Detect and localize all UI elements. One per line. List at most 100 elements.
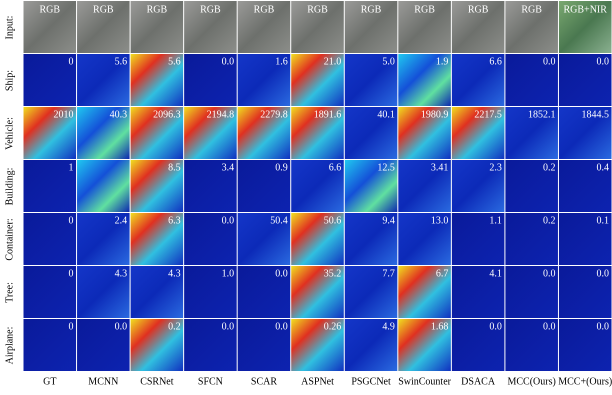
column-label: GT — [43, 376, 56, 387]
density-map — [184, 160, 237, 212]
row-label: Container: — [4, 218, 15, 260]
column-label: MCC+(Ours) — [558, 376, 612, 387]
density-map — [237, 213, 291, 265]
density-map — [398, 54, 451, 106]
input-label: RGB — [307, 4, 328, 15]
count-label: 0.9 — [275, 162, 288, 173]
density-map — [398, 266, 451, 318]
density-map — [184, 266, 237, 318]
count-label: 4.9 — [382, 321, 395, 332]
density-map — [130, 266, 184, 318]
count-label: 0 — [69, 268, 74, 279]
input-label: RGB — [147, 4, 168, 15]
count-label: 6.3 — [168, 215, 181, 226]
count-label: 40.3 — [110, 109, 128, 120]
density-map — [505, 54, 558, 106]
count-label: 1.1 — [489, 215, 502, 226]
input-image — [344, 1, 398, 53]
density-map — [451, 160, 505, 212]
count-label: 2010 — [54, 109, 74, 120]
count-label: 3.41 — [431, 162, 449, 173]
count-label: 0.0 — [597, 268, 610, 279]
density-map — [344, 213, 398, 265]
density-map — [558, 107, 612, 159]
density-map — [130, 319, 184, 371]
count-label: 0.0 — [222, 215, 235, 226]
count-label: 6.6 — [489, 56, 502, 67]
density-map — [505, 266, 558, 318]
count-label: 3.4 — [222, 162, 235, 173]
count-label: 1891.6 — [314, 109, 342, 120]
density-map — [77, 160, 130, 212]
density-map — [505, 160, 558, 212]
density-map — [130, 54, 184, 106]
count-label: 2217.5 — [474, 109, 502, 120]
count-label: 0.0 — [115, 321, 128, 332]
count-label: 2194.8 — [207, 109, 235, 120]
row-label: Vehicle: — [4, 117, 15, 150]
count-label: 0.0 — [489, 321, 502, 332]
count-label: 1844.5 — [582, 109, 610, 120]
density-map — [558, 319, 612, 371]
density-map — [291, 266, 344, 318]
row-label: Airplane: — [4, 327, 15, 365]
density-map — [398, 319, 451, 371]
density-map — [344, 160, 398, 212]
count-label: 0.0 — [543, 321, 556, 332]
count-label: 0.4 — [597, 162, 610, 173]
count-label: 0 — [69, 215, 74, 226]
count-label: 40.1 — [377, 109, 395, 120]
count-label: 4.1 — [489, 268, 502, 279]
density-map — [451, 266, 505, 318]
input-image — [130, 1, 184, 53]
density-map — [505, 319, 558, 371]
density-map — [344, 266, 398, 318]
count-label: 0.0 — [275, 268, 288, 279]
row-label: Input: — [4, 16, 15, 40]
count-label: 0.26 — [324, 321, 342, 332]
density-map — [77, 266, 130, 318]
count-label: 0.0 — [222, 56, 235, 67]
column-label: DSACA — [461, 376, 496, 387]
density-map — [23, 107, 77, 159]
count-label: 50.4 — [270, 215, 288, 226]
density-map — [291, 107, 344, 159]
density-map — [558, 54, 612, 106]
row-label: Ship: — [4, 70, 15, 91]
density-map — [344, 319, 398, 371]
density-map — [451, 107, 505, 159]
row-label: Tree: — [4, 282, 15, 303]
count-label: 0 — [69, 56, 74, 67]
density-map — [505, 213, 558, 265]
input-image — [505, 1, 558, 53]
count-label: 7.7 — [382, 268, 395, 279]
input-image — [184, 1, 237, 53]
density-map — [77, 319, 130, 371]
count-label: 2.4 — [115, 215, 128, 226]
input-image — [237, 1, 291, 53]
count-label: 1.9 — [436, 56, 449, 67]
count-label: 5.6 — [115, 56, 128, 67]
density-map — [130, 160, 184, 212]
count-label: 1.68 — [431, 321, 449, 332]
density-map — [23, 54, 77, 106]
column-label: MCNN — [88, 376, 118, 387]
input-label: RGB+NIR — [564, 4, 608, 15]
count-label: 8.5 — [168, 162, 181, 173]
column-label: SwinCounter — [398, 376, 451, 387]
density-map — [291, 213, 344, 265]
count-label: 0.0 — [275, 321, 288, 332]
count-label: 2096.3 — [153, 109, 181, 120]
density-map — [184, 107, 237, 159]
density-map — [237, 266, 291, 318]
count-label: 0.0 — [543, 56, 556, 67]
count-label: 6.6 — [329, 162, 342, 173]
input-image — [558, 1, 612, 53]
density-map — [398, 107, 451, 159]
density-map — [398, 160, 451, 212]
density-map — [237, 319, 291, 371]
count-label: 6.7 — [436, 268, 449, 279]
density-map — [130, 107, 184, 159]
density-map — [77, 54, 130, 106]
